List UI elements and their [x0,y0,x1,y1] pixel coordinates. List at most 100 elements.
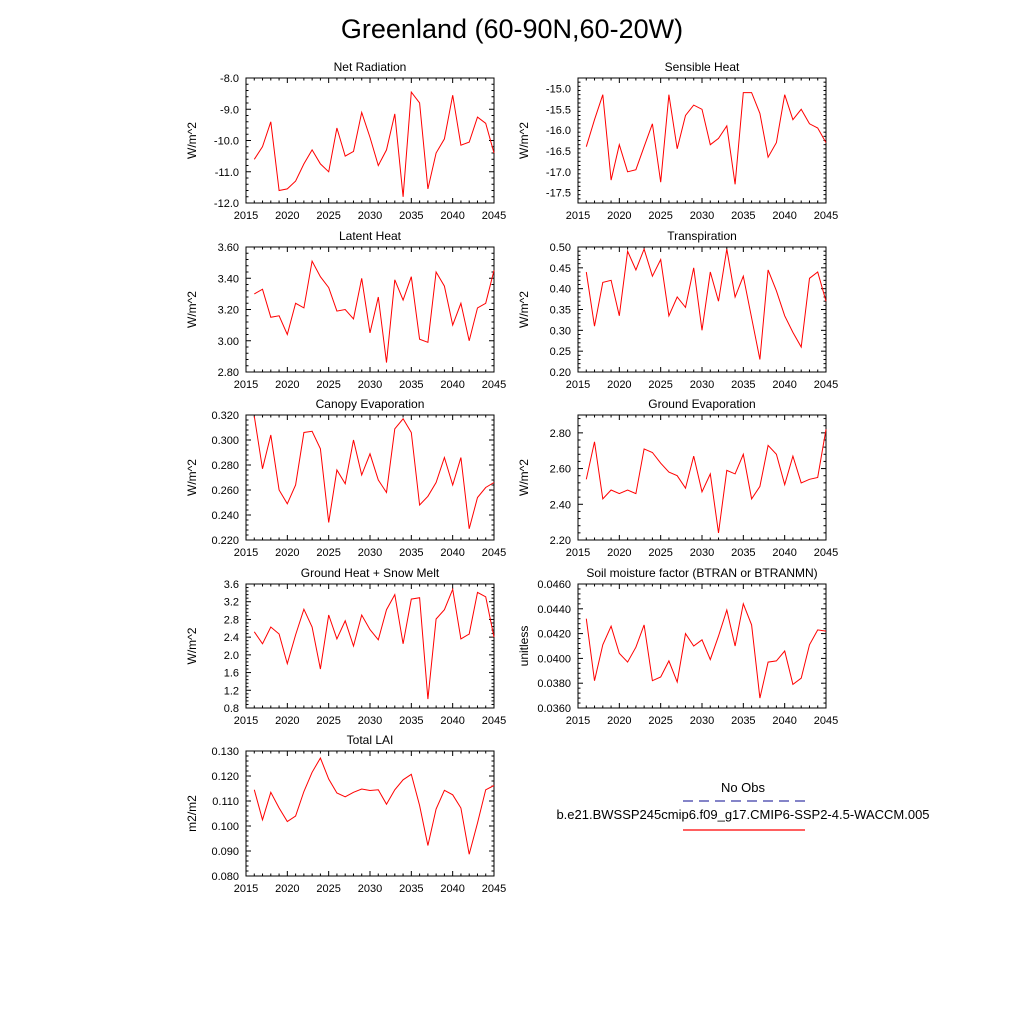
x-tick-label: 2030 [358,210,382,222]
x-tick-label: 2015 [566,547,590,559]
y-tick-label: -17.0 [546,167,571,179]
x-tick-label: 2015 [566,379,590,391]
chart-title: Sensible Heat [665,60,740,74]
x-tick-label: 2035 [399,210,423,222]
y-tick-label: -9.0 [220,104,239,116]
series-line [585,92,827,185]
x-tick-label: 2015 [566,210,590,222]
x-tick-label: 2025 [648,715,672,727]
plot-frame [577,246,827,373]
series-line [254,259,495,363]
y-tick-label: 0.0420 [537,629,571,641]
y-tick-label: -15.0 [546,83,571,95]
y-axis-label: m2/m2 [185,795,199,832]
legend-obs-label: No Obs [720,780,766,795]
x-tick-label: 2015 [234,379,258,391]
y-tick-label: -16.5 [546,146,571,158]
y-tick-label: -8.0 [220,73,239,85]
y-tick-label: -11.0 [215,167,239,179]
y-tick-label: 0.090 [211,846,239,858]
x-tick-label: 2035 [399,715,423,727]
chart-panel-4: 2015 2020 2025 2030 2035 2040 2045 0.20 0.25 0.30… [517,229,838,391]
y-tick-label: 0.260 [211,485,239,497]
y-tick-label: -16.0 [546,125,571,137]
x-tick-label: 2040 [772,715,796,727]
x-tick-label: 2045 [482,883,506,895]
legend-model-label: b.e21.BWSSP245cmip6.f09_g17.CMIP6-SSP2-4… [556,807,930,822]
x-tick-label: 2045 [814,379,838,391]
legend-obs-line [683,800,805,802]
x-tick-label: 2025 [316,547,340,559]
x-tick-label: 2025 [316,715,340,727]
chart-title: Latent Heat [339,229,402,243]
plot-frame [245,583,495,709]
y-tick-label: -10.0 [214,136,239,148]
y-tick-label: 0.280 [211,460,239,472]
y-tick-label: 0.30 [550,325,571,337]
y-tick-label: 0.35 [550,305,571,317]
x-tick-label: 2045 [482,715,506,727]
y-tick-label: 0.100 [211,821,239,833]
y-tick-label: 3.2 [224,597,239,609]
chart-title: Canopy Evaporation [316,397,425,411]
y-axis-label: W/m^2 [517,291,531,328]
y-tick-label: 0.20 [550,367,571,379]
y-tick-label: -17.5 [546,188,571,200]
y-tick-label: 3.60 [218,242,239,254]
y-tick-label: 0.0380 [537,678,571,690]
y-tick-label: 0.320 [211,410,239,422]
y-tick-label: 2.40 [550,499,571,511]
x-tick-label: 2030 [690,715,714,727]
x-tick-label: 2040 [440,547,464,559]
x-tick-label: 2045 [482,210,506,222]
x-tick-label: 2045 [814,547,838,559]
y-tick-label: 2.8 [224,614,239,626]
y-tick-label: -12.0 [214,198,239,210]
x-tick-label: 2015 [566,715,590,727]
y-tick-label: 0.110 [212,796,239,808]
x-tick-label: 2035 [399,883,423,895]
x-tick-label: 2040 [440,883,464,895]
y-tick-label: 0.080 [211,871,239,883]
x-tick-label: 2040 [440,379,464,391]
page-title: Greenland (60-90N,60-20W) [340,14,684,44]
y-axis-label: W/m^2 [517,122,531,159]
x-tick-label: 2020 [607,210,631,222]
plot-frame [245,77,495,204]
y-tick-label: 2.80 [218,367,239,379]
y-tick-label: 1.2 [224,685,239,697]
plot-frame [577,414,827,541]
y-axis-label: W/m^2 [185,291,199,328]
y-tick-label: 0.220 [211,535,239,547]
plot-frame [245,246,495,373]
y-axis-label: unitless [517,626,531,667]
y-tick-label: 1.6 [224,668,239,680]
x-tick-label: 2030 [358,547,382,559]
chart-title: Transpiration [667,229,737,243]
y-tick-label: 3.6 [224,579,239,591]
x-tick-label: 2030 [358,715,382,727]
y-tick-label: 0.50 [550,242,571,254]
y-tick-label: 0.240 [211,510,239,522]
x-tick-label: 2030 [690,547,714,559]
y-tick-label: 3.00 [218,336,239,348]
y-tick-label: 2.60 [550,464,571,476]
series-line [253,90,495,197]
x-tick-label: 2030 [690,210,714,222]
x-tick-label: 2035 [731,547,755,559]
y-tick-label: 2.20 [550,535,571,547]
x-tick-label: 2020 [275,715,299,727]
chart-panel-8: 2015 2020 2025 2030 2035 2040 2045 0.0360 0.0380… [517,566,838,727]
x-tick-label: 2025 [316,210,340,222]
chart-panel-5: 2015 2020 2025 2030 2035 2040 2045 0.220 0.240 0.… [185,397,506,559]
y-tick-label: 0.40 [550,284,571,296]
y-axis-label: W/m^2 [185,459,199,496]
chart-title: Ground Heat + Snow Melt [301,566,440,580]
plot-frame [577,77,827,204]
y-tick-label: 0.0400 [537,653,571,665]
x-tick-label: 2025 [648,547,672,559]
y-tick-label: 2.0 [224,650,239,662]
x-tick-label: 2015 [234,547,258,559]
x-tick-label: 2025 [648,379,672,391]
y-tick-label: 0.300 [211,435,239,447]
